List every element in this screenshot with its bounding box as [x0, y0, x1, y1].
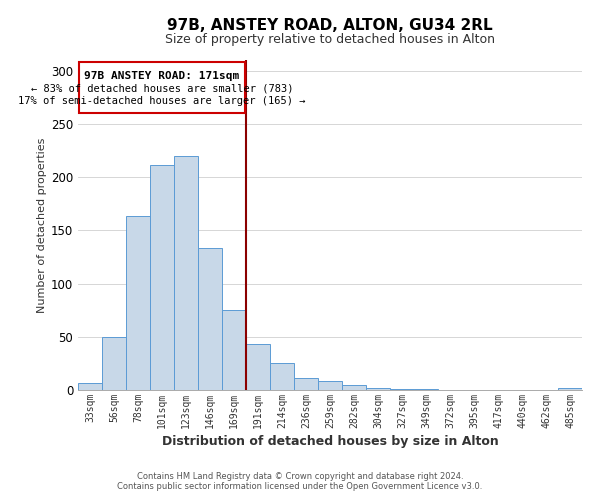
Bar: [246, 344, 270, 390]
Text: ← 83% of detached houses are smaller (783): ← 83% of detached houses are smaller (78…: [31, 84, 293, 94]
FancyBboxPatch shape: [79, 62, 245, 113]
Text: 17% of semi-detached houses are larger (165) →: 17% of semi-detached houses are larger (…: [18, 96, 306, 106]
X-axis label: Distribution of detached houses by size in Alton: Distribution of detached houses by size …: [161, 435, 499, 448]
Text: 97B ANSTEY ROAD: 171sqm: 97B ANSTEY ROAD: 171sqm: [85, 70, 239, 81]
Bar: [318, 382, 342, 390]
Bar: [198, 248, 222, 390]
Bar: [222, 310, 246, 390]
Bar: [102, 337, 126, 390]
Bar: [174, 156, 198, 390]
Bar: [150, 166, 174, 390]
Bar: [414, 389, 438, 390]
Bar: [78, 382, 102, 390]
Bar: [126, 216, 150, 390]
Text: Contains HM Land Registry data © Crown copyright and database right 2024.: Contains HM Land Registry data © Crown c…: [137, 472, 463, 481]
Y-axis label: Number of detached properties: Number of detached properties: [37, 138, 47, 312]
Text: Size of property relative to detached houses in Alton: Size of property relative to detached ho…: [165, 34, 495, 46]
Bar: [558, 388, 582, 390]
Bar: [342, 384, 366, 390]
Bar: [390, 389, 414, 390]
Bar: [294, 378, 318, 390]
Bar: [366, 388, 390, 390]
Text: Contains public sector information licensed under the Open Government Licence v3: Contains public sector information licen…: [118, 482, 482, 491]
Text: 97B, ANSTEY ROAD, ALTON, GU34 2RL: 97B, ANSTEY ROAD, ALTON, GU34 2RL: [167, 18, 493, 32]
Bar: [270, 364, 294, 390]
